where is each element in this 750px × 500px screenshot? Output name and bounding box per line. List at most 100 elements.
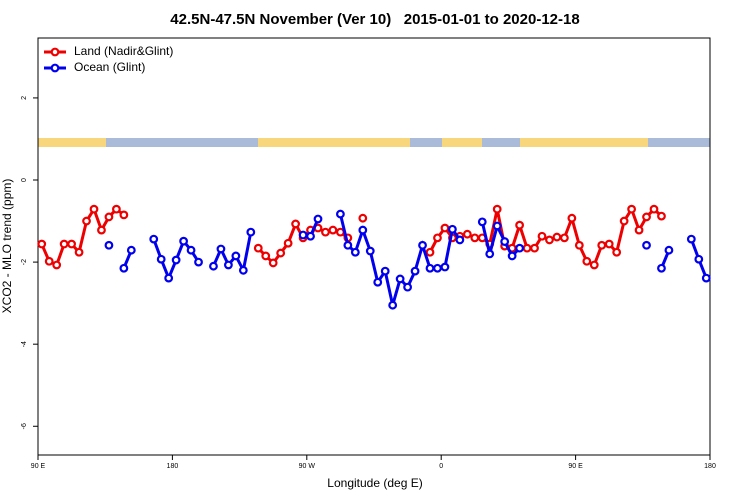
land-strip: [258, 138, 410, 147]
data-point: [433, 263, 442, 273]
data-point: [440, 223, 450, 233]
data-point: [649, 204, 659, 214]
x-tick-label: 90 E: [568, 463, 583, 470]
data-point: [59, 239, 69, 249]
data-point: [552, 232, 562, 242]
data-point: [507, 251, 517, 261]
legend-label: Land (Nadir&Glint): [74, 44, 173, 58]
data-point: [515, 220, 524, 230]
data-point: [686, 234, 696, 244]
data-point: [126, 245, 136, 255]
x-tick-label: 0: [439, 463, 443, 470]
data-point: [574, 240, 584, 250]
data-point: [373, 277, 383, 287]
data-point: [545, 235, 554, 245]
data-point: [186, 245, 196, 255]
legend-label: Ocean (Glint): [74, 60, 145, 74]
data-point: [485, 249, 495, 259]
data-point: [321, 227, 330, 237]
data-point: [642, 212, 651, 222]
data-point: [612, 247, 622, 257]
data-point: [291, 219, 301, 229]
legend-marker: [50, 47, 60, 57]
chart-title: 42.5N-47.5N November (Ver 10) 2015-01-01…: [170, 11, 579, 28]
data-point: [395, 274, 405, 284]
land-mask-strip: [38, 138, 710, 147]
data-point: [171, 255, 181, 265]
data-point: [664, 245, 674, 255]
legend-marker: [50, 63, 60, 73]
y-tick-label: 0: [21, 178, 28, 182]
data-point: [149, 234, 159, 244]
y-axis-label: XCO2 - MLO trend (ppm): [0, 179, 14, 314]
data-point: [111, 204, 121, 214]
data-point: [37, 239, 47, 249]
data-point: [657, 211, 666, 221]
land-strip: [520, 138, 648, 147]
data-point: [657, 263, 666, 273]
data-point: [104, 240, 114, 250]
data-point: [597, 240, 607, 250]
data-point: [97, 225, 106, 235]
data-point: [627, 204, 636, 214]
plot-frame: [37, 37, 711, 456]
data-point: [492, 221, 502, 231]
data-point: [589, 260, 599, 270]
data-point: [634, 225, 644, 235]
data-point: [223, 260, 233, 270]
data-point: [425, 263, 435, 273]
y-tick-label: -4: [21, 341, 28, 347]
data-point: [477, 217, 487, 227]
data-point: [298, 230, 308, 240]
data-point: [530, 243, 539, 253]
data-point: [209, 261, 218, 271]
data-point: [89, 204, 99, 214]
data-point: [246, 227, 256, 237]
data-point: [74, 247, 84, 257]
data-point: [380, 266, 390, 276]
data-point: [194, 257, 203, 267]
data-point: [403, 282, 413, 292]
data-point: [358, 225, 368, 235]
data-point: [261, 251, 271, 261]
data-point: [350, 247, 360, 257]
y-tick-label: 2: [21, 96, 28, 100]
x-axis-label: Longitude (deg E): [327, 476, 422, 490]
data-point: [567, 213, 577, 223]
x-tick-label: 90 W: [299, 463, 316, 470]
data-point: [358, 213, 368, 223]
data-point: [343, 240, 353, 250]
data-point: [52, 260, 62, 270]
data-point: [238, 265, 248, 275]
land-strip: [442, 138, 482, 147]
data-point: [306, 231, 315, 241]
data-point: [268, 258, 278, 268]
data-point: [604, 239, 614, 249]
data-point: [470, 233, 480, 243]
data-point: [462, 229, 472, 239]
data-point: [44, 256, 54, 266]
x-tick-label: 180: [704, 463, 716, 470]
data-point: [365, 246, 375, 256]
data-point: [179, 236, 189, 246]
y-tick-label: -2: [21, 259, 28, 265]
data-point: [433, 233, 442, 243]
data-point: [104, 212, 114, 222]
data-point: [253, 243, 263, 253]
data-point: [425, 247, 435, 257]
data-point: [410, 266, 420, 276]
data-point: [455, 235, 465, 245]
data-point: [283, 238, 293, 248]
data-point: [448, 224, 457, 234]
data-point: [276, 248, 286, 258]
data-point: [418, 240, 427, 250]
land-strip: [38, 138, 106, 147]
data-point: [440, 262, 450, 272]
data-point: [694, 254, 704, 264]
data-point: [216, 244, 226, 254]
data-point: [388, 300, 398, 310]
data-point: [582, 256, 592, 266]
data-point: [82, 216, 91, 226]
